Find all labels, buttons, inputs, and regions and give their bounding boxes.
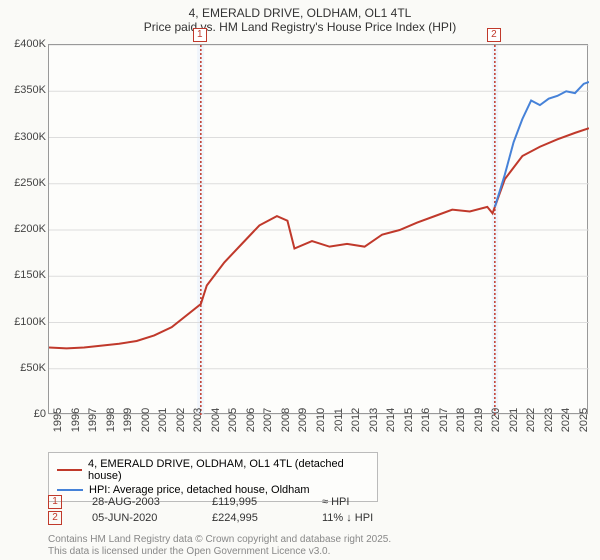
tx-diff: 11% ↓ HPI (322, 512, 402, 524)
x-tick-label: 2020 (490, 408, 502, 432)
y-tick-label: £150K (14, 269, 46, 281)
x-tick-label: 2008 (280, 408, 292, 432)
footer-line: Contains HM Land Registry data © Crown c… (48, 534, 391, 546)
y-tick-label: £50K (20, 362, 46, 374)
x-tick-label: 1996 (70, 408, 82, 432)
x-tick-label: 2007 (262, 408, 274, 432)
x-tick-label: 2015 (403, 408, 415, 432)
tx-diff: ≈ HPI (322, 496, 402, 508)
marker-box: 1 (193, 28, 207, 42)
legend-item-property: 4, EMERALD DRIVE, OLDHAM, OL1 4TL (detac… (57, 457, 369, 483)
x-tick-label: 2023 (543, 408, 555, 432)
tx-marker: 2 (48, 511, 62, 525)
table-row: 1 28-AUG-2003 £119,995 ≈ HPI (48, 494, 402, 510)
table-row: 2 05-JUN-2020 £224,995 11% ↓ HPI (48, 510, 402, 526)
marker-box: 2 (487, 28, 501, 42)
x-tick-label: 2016 (420, 408, 432, 432)
y-tick-label: £200K (14, 223, 46, 235)
x-tick-label: 2003 (192, 408, 204, 432)
footer-attribution: Contains HM Land Registry data © Crown c… (48, 534, 391, 558)
legend-swatch (57, 469, 82, 471)
x-tick-label: 2022 (525, 408, 537, 432)
x-tick-label: 2010 (315, 408, 327, 432)
x-tick-label: 2005 (227, 408, 239, 432)
transactions-table: 1 28-AUG-2003 £119,995 ≈ HPI 2 05-JUN-20… (48, 494, 402, 526)
x-tick-label: 2006 (245, 408, 257, 432)
tx-date: 28-AUG-2003 (92, 496, 182, 508)
y-tick-label: £300K (14, 131, 46, 143)
legend-label: 4, EMERALD DRIVE, OLDHAM, OL1 4TL (detac… (88, 458, 369, 482)
x-tick-label: 1998 (105, 408, 117, 432)
x-tick-label: 2024 (560, 408, 572, 432)
tx-marker: 1 (48, 495, 62, 509)
chart-svg (49, 45, 589, 415)
x-tick-label: 1997 (87, 408, 99, 432)
x-tick-label: 2009 (297, 408, 309, 432)
y-tick-label: £250K (14, 177, 46, 189)
chart-plot-area (48, 44, 588, 414)
x-tick-label: 2011 (333, 408, 345, 432)
x-tick-label: 2025 (578, 408, 590, 432)
y-tick-label: £400K (14, 38, 46, 50)
x-tick-label: 1995 (52, 408, 64, 432)
x-tick-label: 2000 (140, 408, 152, 432)
x-tick-label: 2004 (210, 408, 222, 432)
legend-swatch (57, 489, 83, 491)
x-tick-label: 2012 (350, 408, 362, 432)
x-tick-label: 2019 (473, 408, 485, 432)
tx-price: £119,995 (212, 496, 292, 508)
x-tick-label: 2017 (438, 408, 450, 432)
footer-line: This data is licensed under the Open Gov… (48, 546, 391, 558)
y-tick-label: £100K (14, 316, 46, 328)
x-tick-label: 2013 (368, 408, 380, 432)
y-tick-label: £350K (14, 84, 46, 96)
x-tick-label: 1999 (122, 408, 134, 432)
x-tick-label: 2014 (385, 408, 397, 432)
chart-subtitle: Price paid vs. HM Land Registry's House … (0, 20, 600, 38)
x-tick-label: 2018 (455, 408, 467, 432)
x-tick-label: 2001 (157, 408, 169, 432)
y-tick-label: £0 (34, 408, 46, 420)
tx-price: £224,995 (212, 512, 292, 524)
x-tick-label: 2002 (175, 408, 187, 432)
chart-title: 4, EMERALD DRIVE, OLDHAM, OL1 4TL (0, 0, 600, 20)
x-tick-label: 2021 (508, 408, 520, 432)
tx-date: 05-JUN-2020 (92, 512, 182, 524)
